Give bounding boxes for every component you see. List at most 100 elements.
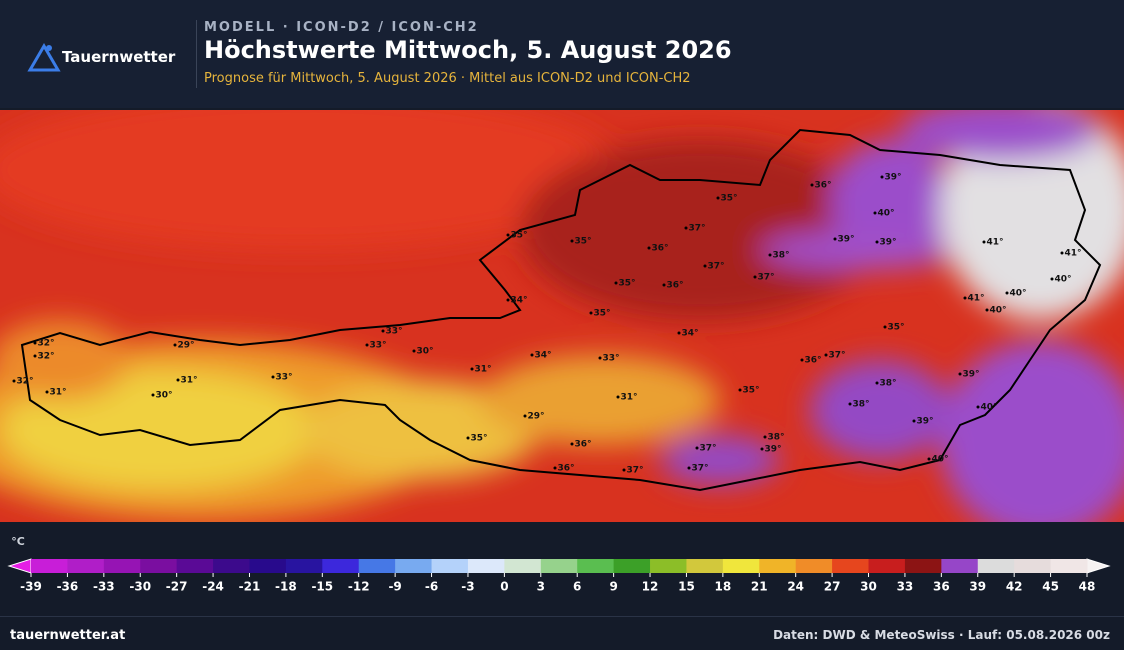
station-dot: [622, 468, 626, 472]
temp-label: 39°: [916, 417, 933, 427]
station-dot: [570, 239, 574, 243]
station-dot: [470, 367, 474, 371]
color-step: [722, 559, 760, 573]
station-dot: [598, 356, 602, 360]
station-dot: [800, 358, 804, 362]
tick-label: 27: [824, 580, 841, 594]
station-dot: [875, 381, 879, 385]
site-link[interactable]: tauernwetter.at: [10, 628, 126, 643]
color-step: [140, 559, 178, 573]
map: 32° 32° 32° 31° 29° 31° 30° 33° 33° 33° 30° 35° 35° 3…: [0, 110, 1124, 522]
unit: °C: [11, 535, 25, 548]
color-step: [431, 559, 469, 573]
temp-label: 29°: [177, 341, 194, 351]
color-step: [1050, 559, 1088, 573]
tick-label: -18: [275, 580, 297, 594]
tick-label: 30: [860, 580, 877, 594]
temp-label: 38°: [852, 400, 869, 410]
temp-label: 35°: [510, 231, 527, 241]
temp-label: 38°: [772, 251, 789, 261]
temp-label: 37°: [707, 262, 724, 272]
logo: [27, 43, 61, 72]
temp-label: 40°: [877, 209, 894, 219]
tick-label: 33: [897, 580, 914, 594]
station-dot: [687, 466, 691, 470]
station-dot: [1060, 251, 1064, 255]
temp-label: 35°: [742, 386, 759, 396]
temp-label: 29°: [527, 412, 544, 422]
border: [20, 128, 1102, 492]
temp-label: 41°: [967, 294, 984, 304]
station-dot: [412, 349, 416, 353]
station-dot: [506, 233, 510, 237]
tick-label: -24: [202, 580, 224, 594]
station-dot: [1005, 291, 1009, 295]
tick-label: -39: [20, 580, 42, 594]
station-dot: [662, 283, 666, 287]
station-dot: [912, 419, 916, 423]
temp-label: 33°: [602, 354, 619, 364]
color-step: [322, 559, 360, 573]
color-step: [977, 559, 1015, 573]
station-dot: [506, 298, 510, 302]
tick-label: 24: [787, 580, 804, 594]
header: Tauernwetter MODELL · ICON-D2 / ICON-CH2…: [0, 0, 1124, 108]
temp-label: 31°: [620, 393, 637, 403]
station-dot: [553, 466, 557, 470]
station-dot: [173, 343, 177, 347]
color-step: [358, 559, 396, 573]
temp-label: 36°: [574, 440, 591, 450]
color-step: [540, 559, 578, 573]
station-dot: [176, 378, 180, 382]
footer: tauernwetter.at Daten: DWD & MeteoSwiss …: [0, 616, 1124, 650]
station-dot: [466, 436, 470, 440]
station-dot: [738, 388, 742, 392]
station-dot: [833, 237, 837, 241]
tick-label: 39: [969, 580, 986, 594]
color-step: [686, 559, 724, 573]
color-step: [904, 559, 942, 573]
temp-label: 36°: [814, 181, 831, 191]
color-step: [1014, 559, 1052, 573]
temp-label: 37°: [688, 224, 705, 234]
station-dot: [976, 405, 980, 409]
separator: [196, 20, 197, 88]
tick-label: -12: [348, 580, 370, 594]
temp-label: 33°: [275, 373, 292, 383]
temp-label: 40°: [989, 306, 1006, 316]
station-dot: [33, 354, 37, 358]
temp-label: 39°: [764, 445, 781, 455]
temp-label: 36°: [651, 244, 668, 254]
station-dot: [810, 183, 814, 187]
color-step: [504, 559, 542, 573]
station-dot: [958, 372, 962, 376]
temp-label: 31°: [180, 376, 197, 386]
temp-label: 31°: [474, 365, 491, 375]
station-dot: [824, 353, 828, 357]
temp-label: 37°: [699, 444, 716, 454]
low-arrow: [7, 558, 32, 574]
tick-label: 12: [642, 580, 659, 594]
temp-label: 36°: [557, 464, 574, 474]
station-dot: [763, 435, 767, 439]
station-dot: [927, 457, 931, 461]
temp-label: 34°: [681, 329, 698, 339]
station-dot: [570, 442, 574, 446]
temp-label: 37°: [828, 351, 845, 361]
tick-label: 42: [1006, 580, 1023, 594]
brand: Tauernwetter: [62, 48, 176, 66]
tick-label: -9: [388, 580, 401, 594]
tick-label: 48: [1079, 580, 1096, 594]
station-dot: [1050, 277, 1054, 281]
temp-label: 35°: [574, 237, 591, 247]
temp-label: 35°: [618, 279, 635, 289]
temp-label: 41°: [1064, 249, 1081, 259]
temp-label: 39°: [837, 235, 854, 245]
temp-label: 30°: [155, 391, 172, 401]
temp-label: 30°: [416, 347, 433, 357]
tick-label: -36: [57, 580, 79, 594]
temp-label: 32°: [16, 377, 33, 387]
temp-label: 40°: [980, 403, 997, 413]
